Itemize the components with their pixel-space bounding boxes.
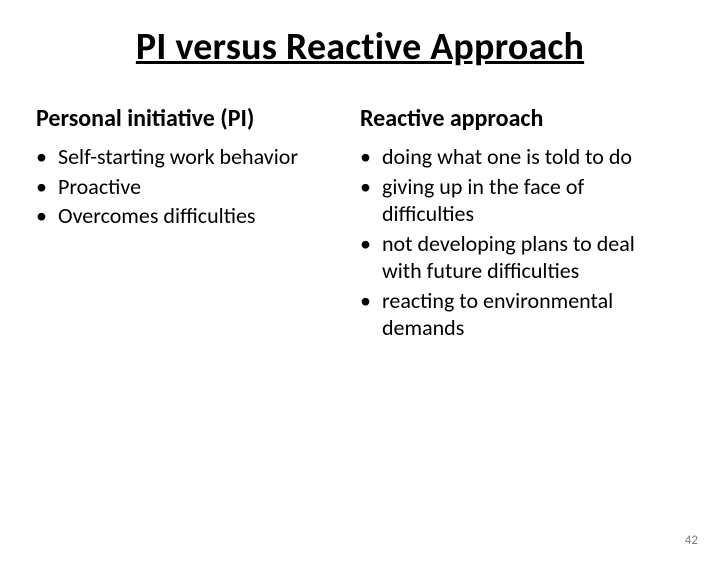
bullet-icon: •: [36, 143, 58, 171]
bullet-icon: •: [360, 287, 382, 315]
bullet-icon: •: [360, 143, 382, 171]
right-column: Reactive approach •doing what one is tol…: [360, 104, 684, 344]
columns: Personal initiative (PI) •Self-starting …: [0, 104, 720, 344]
list-item-text: reacting to environmental demands: [382, 287, 672, 342]
list-item: •Overcomes difficulties: [36, 202, 348, 230]
right-heading: Reactive approach: [360, 104, 672, 133]
left-list: •Self-starting work behavior •Proactive …: [36, 143, 348, 230]
page-number: 42: [685, 533, 698, 548]
list-item: •Proactive: [36, 173, 348, 201]
slide: { "title": "PI versus Reactive Approach"…: [0, 24, 720, 564]
list-item-text: Self-starting work behavior: [58, 143, 348, 171]
bullet-icon: •: [360, 173, 382, 201]
list-item: •Self-starting work behavior: [36, 143, 348, 171]
list-item: •reacting to environmental demands: [360, 287, 672, 342]
slide-title: PI versus Reactive Approach: [0, 24, 720, 70]
list-item-text: not developing plans to deal with future…: [382, 230, 672, 285]
left-column: Personal initiative (PI) •Self-starting …: [36, 104, 360, 344]
list-item: •doing what one is told to do: [360, 143, 672, 171]
bullet-icon: •: [360, 230, 382, 258]
list-item-text: Overcomes difficulties: [58, 202, 348, 230]
bullet-icon: •: [36, 173, 58, 201]
list-item: •giving up in the face of difficulties: [360, 173, 672, 228]
right-list: •doing what one is told to do •giving up…: [360, 143, 672, 342]
list-item-text: giving up in the face of difficulties: [382, 173, 672, 228]
list-item: •not developing plans to deal with futur…: [360, 230, 672, 285]
left-heading: Personal initiative (PI): [36, 104, 348, 133]
list-item-text: doing what one is told to do: [382, 143, 672, 171]
bullet-icon: •: [36, 202, 58, 230]
list-item-text: Proactive: [58, 173, 348, 201]
